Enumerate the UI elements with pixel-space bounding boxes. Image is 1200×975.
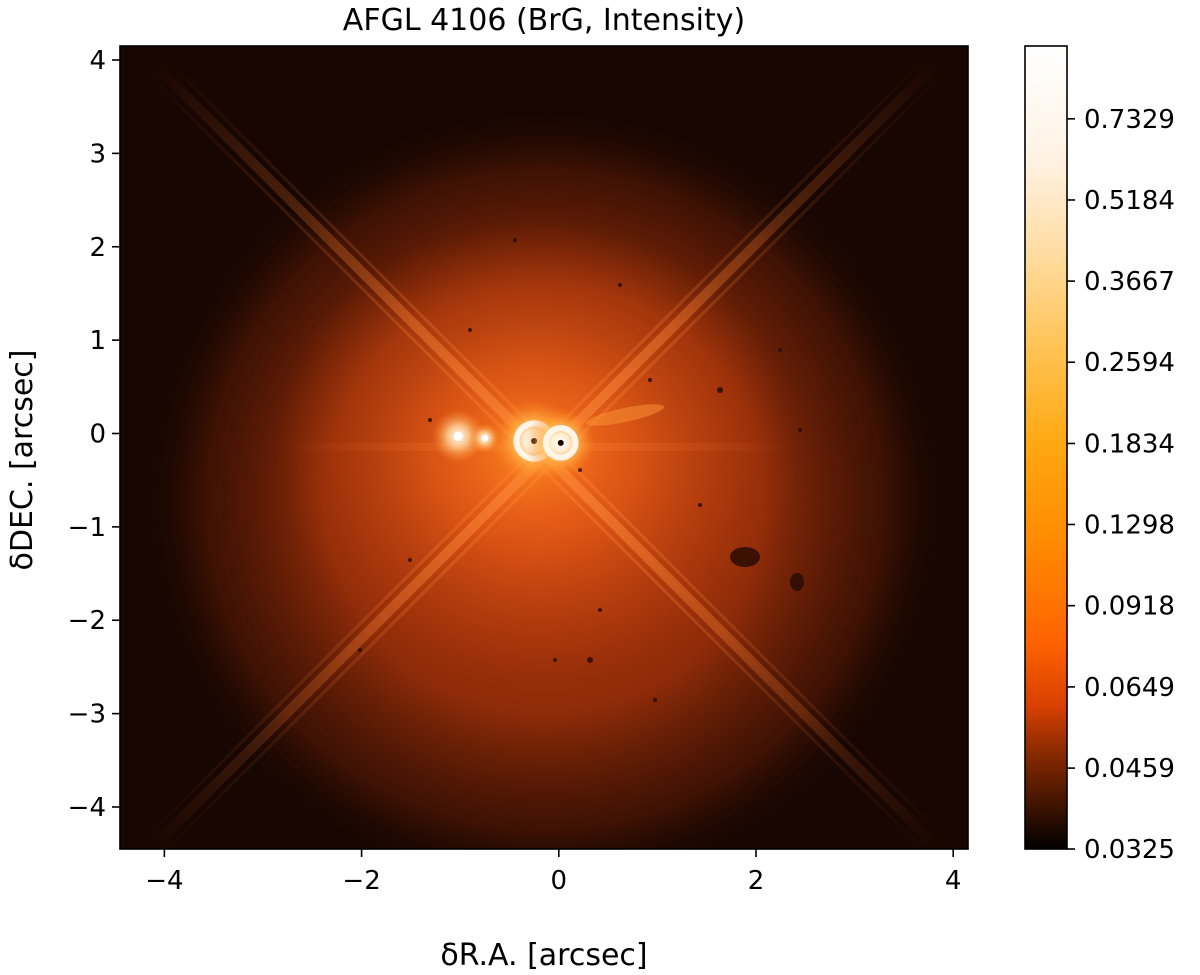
y-axis-label: δDEC. [arcsec] [5,350,40,571]
colorbar-tick-label: 0.5184 [1084,186,1175,216]
point-source-core [481,434,489,442]
colorbar: 0.7329 0.5184 0.3667 0.2594 0.1834 0.1298 0.09… [1024,45,1175,865]
y-tick-label: 2 [89,233,106,263]
x-tick-label: 2 [748,866,765,896]
y-tick-label: 1 [89,326,106,356]
y-tick-label: 0 [89,419,106,449]
intensity-image [120,46,968,849]
colorbar-ticks: 0.7329 0.5184 0.3667 0.2594 0.1834 0.1298 0.09… [1067,105,1175,865]
x-tick-label: 4 [945,866,962,896]
colorbar-tick-label: 0.0325 [1084,835,1175,865]
point-source-core [557,439,564,446]
x-tick-label: 0 [551,866,568,896]
dark-specks [358,238,804,702]
y-tick-label: 3 [89,139,106,169]
colorbar-tick-label: 0.1834 [1084,429,1175,459]
y-tick-label: 4 [89,46,106,76]
colorbar-tick-label: 0.0459 [1084,754,1175,784]
colorbar-tick-label: 0.0918 [1084,592,1175,622]
colorbar-tick-label: 0.3667 [1084,267,1175,297]
point-source-core [453,431,463,441]
chart-title: AFGL 4106 (BrG, Intensity) [343,3,745,38]
colorbar-tick-label: 0.1298 [1084,510,1175,540]
y-tick-label: −3 [68,700,106,730]
x-axis-ticks: −4 −2 0 2 4 [145,849,961,896]
point-source-ring [542,425,579,461]
colorbar-tick-label: 0.7329 [1084,105,1175,135]
y-tick-label: −1 [68,513,106,543]
y-tick-label: −4 [68,793,106,823]
x-tick-label: −4 [145,866,183,896]
jet-feature [585,404,665,426]
colorbar-tick-label: 0.0649 [1084,673,1175,703]
y-axis-ticks: 4 3 2 1 0 −1 −2 −3 −4 [68,46,120,823]
x-axis-label: δR.A. [arcsec] [440,938,647,973]
y-tick-label: −2 [68,606,106,636]
x-tick-label: −2 [342,866,380,896]
colorbar-tick-label: 0.2594 [1084,348,1175,378]
plot-frame [119,45,969,850]
colorbar-gradient [1024,45,1068,850]
point-sources [431,398,596,483]
